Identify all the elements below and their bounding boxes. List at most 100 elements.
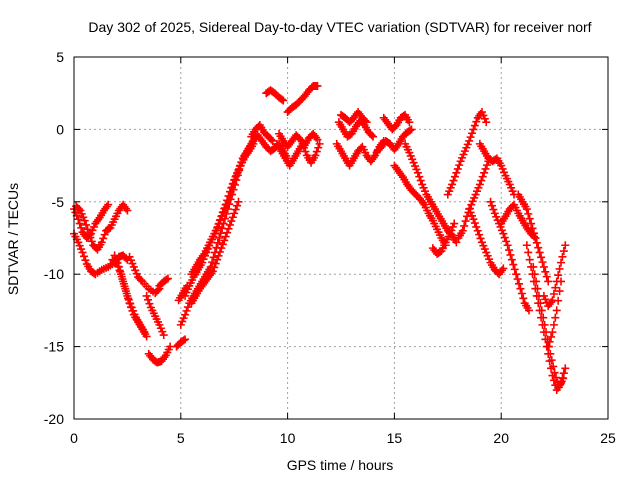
data-point: [480, 168, 489, 177]
y-tick-label: -10: [44, 266, 64, 282]
data-point: [100, 230, 109, 239]
data-point: [277, 95, 286, 104]
data-point: [182, 306, 191, 315]
data-point: [83, 225, 92, 234]
x-tick-label: 20: [493, 430, 509, 446]
data-point: [213, 238, 222, 247]
data-point: [478, 172, 487, 181]
data-point: [469, 215, 478, 224]
data-point: [413, 168, 422, 177]
data-point: [142, 291, 151, 300]
data-point: [449, 176, 458, 185]
data-point: [145, 299, 154, 308]
data-point: [549, 320, 558, 329]
data-point: [104, 200, 113, 209]
data-point: [230, 209, 239, 218]
data-point: [539, 262, 548, 271]
data-point: [468, 129, 477, 138]
data-point: [541, 267, 550, 276]
data-point: [227, 183, 236, 192]
data-point: [534, 243, 543, 252]
data-point: [544, 342, 553, 351]
data-point: [472, 117, 481, 126]
series-20: [275, 129, 322, 151]
data-point: [558, 252, 567, 261]
data-point: [223, 228, 232, 237]
data-point: [267, 135, 276, 144]
data-point: [554, 296, 563, 305]
data-point: [510, 265, 519, 274]
data-point: [215, 216, 224, 225]
series-24: [337, 108, 371, 127]
data-point: [546, 349, 555, 358]
data-point: [531, 234, 540, 242]
series-7: [144, 342, 175, 367]
data-point: [217, 212, 226, 221]
data-point: [537, 253, 546, 262]
data-point: [159, 331, 168, 340]
data-point: [532, 277, 541, 286]
data-point: [233, 201, 242, 210]
data-point: [367, 131, 376, 140]
data-point: [482, 118, 491, 127]
data-point: [208, 258, 217, 267]
data-point: [405, 118, 414, 127]
data-point: [416, 176, 425, 185]
data-point: [315, 139, 324, 148]
data-point: [114, 262, 123, 271]
data-point: [87, 237, 96, 246]
data-point: [529, 229, 538, 238]
data-point: [119, 277, 128, 286]
data-point: [279, 96, 288, 105]
x-tick-label: 15: [387, 430, 403, 446]
data-point: [522, 205, 531, 214]
data-point: [532, 238, 541, 247]
data-point: [211, 259, 220, 268]
data-point: [85, 231, 94, 240]
data-point: [218, 240, 227, 249]
series-8: [142, 291, 168, 340]
x-tick-label: 25: [600, 430, 616, 446]
data-point: [407, 125, 416, 134]
series-27: [390, 161, 450, 250]
data-point: [499, 264, 508, 273]
data-point: [470, 219, 479, 228]
series-14: [172, 335, 190, 351]
axis-ticks: 0 5 10 15 20 25 5 0 -5 -10 -15 -20: [44, 49, 616, 446]
data-point: [117, 272, 126, 281]
data-point: [477, 176, 486, 185]
data-point: [499, 229, 508, 238]
series-3: [70, 200, 113, 242]
data-point: [112, 255, 121, 264]
data-point: [123, 291, 132, 300]
series-36: [514, 190, 553, 286]
data-point: [452, 238, 461, 247]
data-points: [70, 81, 570, 395]
data-point: [542, 272, 551, 281]
data-point: [481, 164, 490, 173]
data-point: [362, 118, 371, 127]
data-point: [97, 238, 106, 247]
data-point: [217, 244, 226, 253]
data-point: [313, 135, 322, 144]
data-point: [555, 287, 564, 296]
series-13: [187, 197, 243, 308]
data-point: [509, 260, 518, 269]
data-point: [539, 313, 548, 322]
data-point: [552, 373, 561, 382]
data-point: [461, 217, 470, 226]
data-point: [512, 270, 521, 279]
data-point: [517, 289, 526, 298]
data-point: [486, 197, 495, 206]
series-30: [443, 108, 491, 199]
data-point: [215, 234, 224, 242]
data-point: [452, 168, 461, 177]
data-point: [547, 356, 556, 365]
data-point: [136, 275, 145, 284]
data-point: [549, 289, 558, 298]
data-point: [225, 220, 234, 229]
data-point: [453, 164, 462, 173]
series-21: [283, 81, 322, 117]
data-point: [472, 222, 481, 231]
data-point: [75, 219, 84, 228]
